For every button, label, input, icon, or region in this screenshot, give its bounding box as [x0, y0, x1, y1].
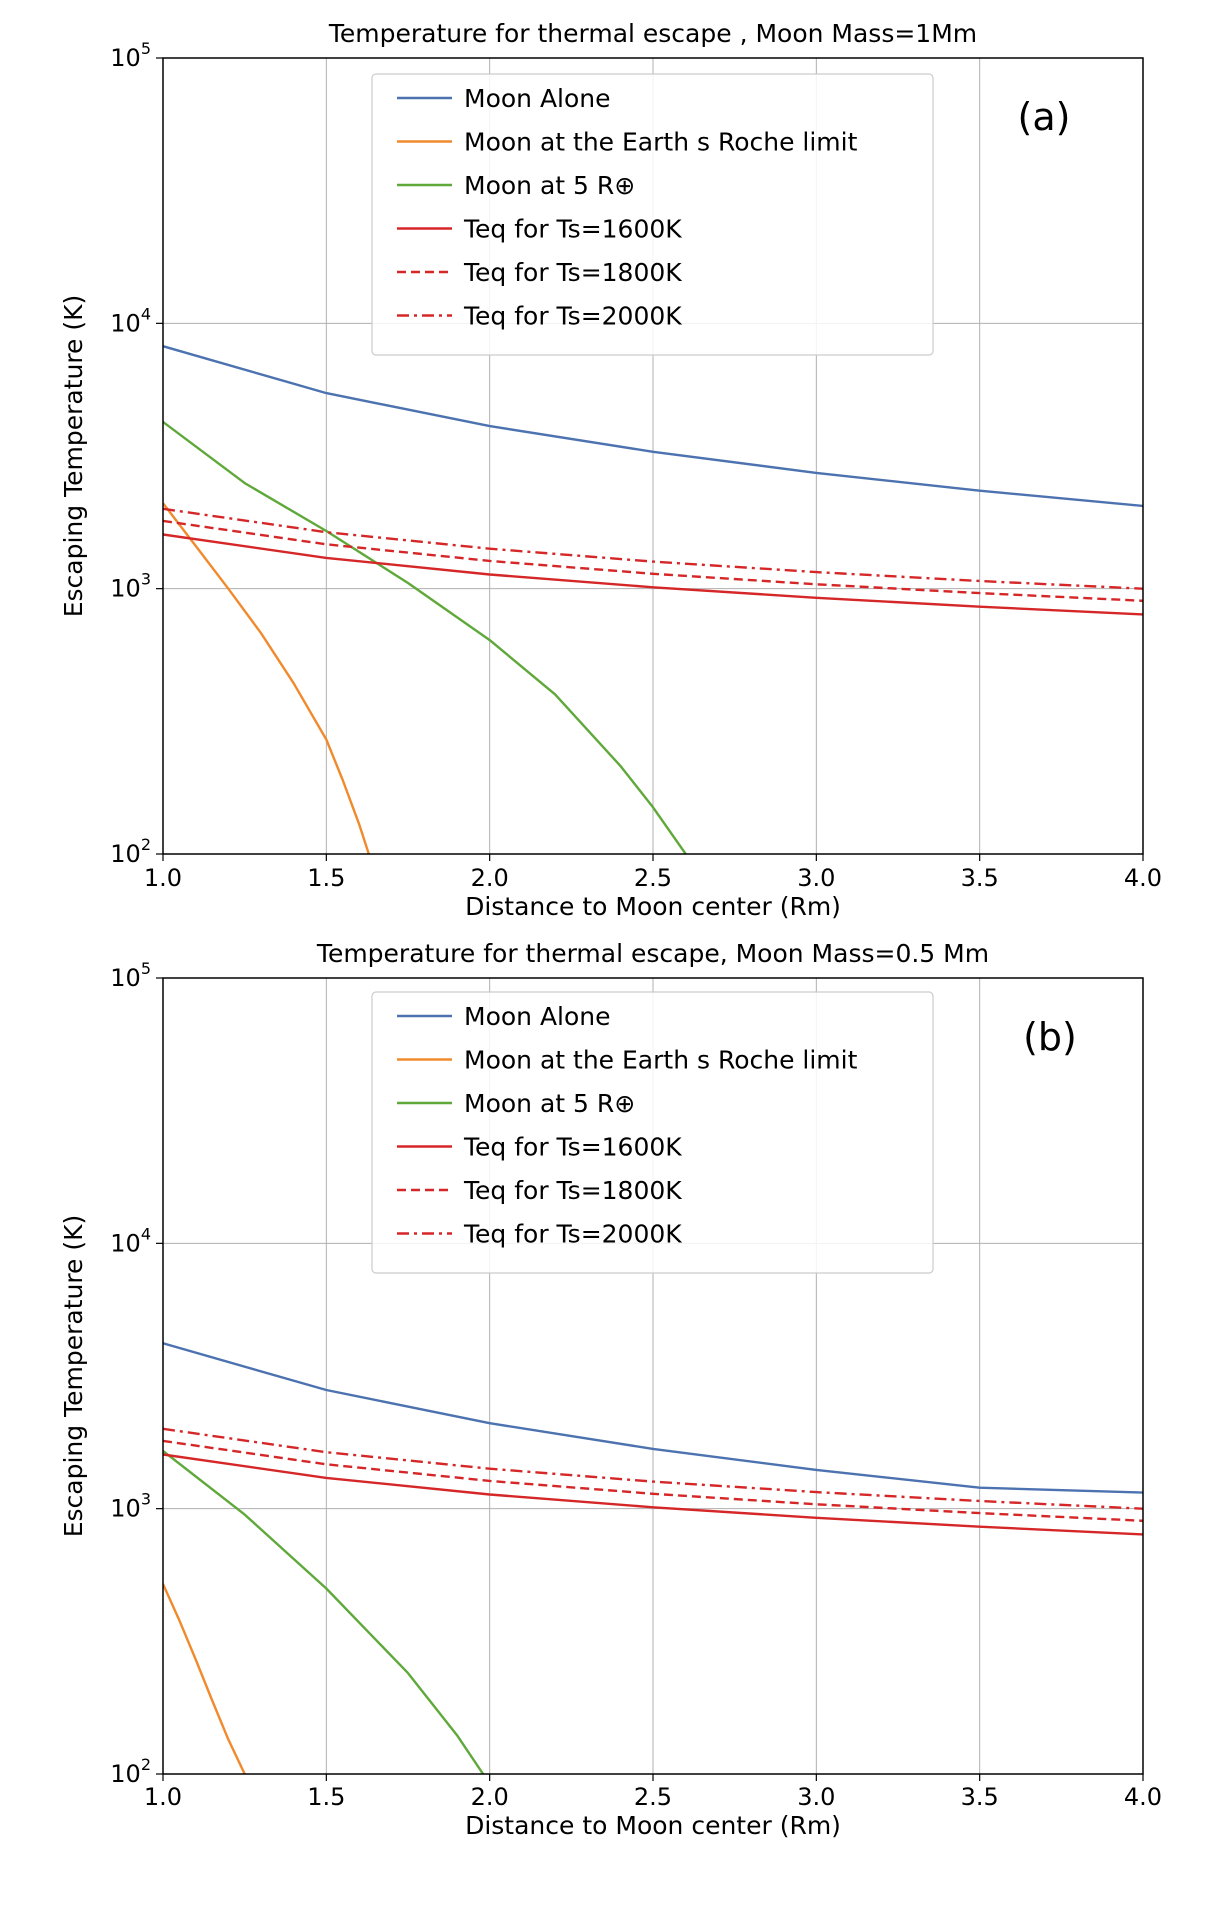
series-line-teq-for-ts-2000k [163, 1427, 1143, 1510]
series-line-moon-at-5-r- [163, 1450, 485, 1774]
y-tick-base: 10 [110, 1760, 141, 1788]
y-tick-base: 10 [110, 44, 141, 72]
y-tick-exponent: 2 [141, 1755, 151, 1774]
series-line-teq-for-ts-1600k [163, 533, 1143, 616]
chart-panel-b: 1.0 1.5 2.0 2.5 3.0 3.5 4.0102103104105Tempera… [59, 939, 1162, 1840]
series-group [163, 1342, 1143, 1774]
y-tick-exponent: 2 [141, 835, 151, 854]
legend-label: Teq for Ts=1800K [463, 1176, 682, 1205]
legend: Moon Alone Moon at the Earth s Roche limi… [371, 73, 934, 356]
chart-title: Temperature for thermal escape, Moon Mas… [316, 939, 989, 968]
legend-label: Teq for Ts=1600K [463, 215, 682, 244]
legend-box [371, 991, 934, 1274]
x-tick-label: 3.0 [797, 1783, 835, 1811]
y-tick-exponent: 4 [141, 1224, 151, 1243]
series-line-moon-alone [163, 1342, 1143, 1494]
y-tick-base: 10 [110, 964, 141, 992]
x-tick-label: 1.5 [307, 864, 345, 892]
legend-label: Moon at the Earth s Roche limit [464, 1046, 858, 1075]
y-tick-base: 10 [110, 1229, 141, 1257]
y-tick-label: 102 [110, 835, 151, 868]
y-tick-label: 103 [110, 570, 151, 603]
series-line-teq-for-ts-1600k [163, 1453, 1143, 1536]
y-axis-label: Escaping Temperature (K) [59, 1215, 88, 1538]
x-tick-label: 3.5 [961, 864, 999, 892]
y-tick-label: 102 [110, 1755, 151, 1788]
y-tick-label: 104 [110, 1224, 151, 1257]
series-line-moon-alone [163, 345, 1143, 508]
x-tick-label: 4.0 [1124, 1783, 1162, 1811]
x-tick-label: 1.0 [144, 864, 182, 892]
panel-label: (a) [1018, 95, 1071, 139]
y-tick-base: 10 [110, 309, 141, 337]
chart-panel-a: 1.0 1.5 2.0 2.5 3.0 3.5 4.0102103104105Tempera… [59, 19, 1162, 921]
legend-label: Teq for Ts=1600K [463, 1133, 682, 1162]
x-tick-label: 3.0 [797, 864, 835, 892]
series-line-moon-at-5-r- [163, 420, 687, 854]
y-tick-label: 103 [110, 1490, 151, 1523]
x-tick-label: 3.5 [961, 1783, 999, 1811]
y-tick-base: 10 [110, 575, 141, 603]
y-tick-base: 10 [110, 840, 141, 868]
x-tick-label: 2.0 [471, 864, 509, 892]
series-group [163, 345, 1143, 854]
x-tick-label: 4.0 [1124, 864, 1162, 892]
x-tick-label: 2.0 [471, 1783, 509, 1811]
series-line-teq-for-ts-2000k [163, 507, 1143, 590]
y-tick-exponent: 3 [141, 1490, 151, 1509]
legend-label: Teq for Ts=1800K [463, 258, 682, 287]
x-tick-label: 2.5 [634, 864, 672, 892]
series-line-teq-for-ts-1800k [163, 1439, 1143, 1522]
legend-label: Teq for Ts=2000K [463, 1220, 682, 1249]
series-line-teq-for-ts-1800k [163, 519, 1143, 602]
legend: Moon Alone Moon at the Earth s Roche limi… [371, 991, 934, 1274]
x-tick-label: 1.5 [307, 1783, 345, 1811]
panel-label: (b) [1023, 1015, 1077, 1059]
x-axis-label: Distance to Moon center (Rm) [465, 892, 841, 921]
y-axis-label: Escaping Temperature (K) [59, 295, 88, 618]
legend-box [371, 73, 934, 356]
legend-label: Moon Alone [464, 84, 611, 113]
x-tick-label: 1.0 [144, 1783, 182, 1811]
legend-label: Moon Alone [464, 1002, 611, 1031]
legend-label: Moon at the Earth s Roche limit [464, 128, 858, 157]
legend-label: Moon at 5 R⊕ [464, 1089, 635, 1118]
x-axis-label: Distance to Moon center (Rm) [465, 1811, 841, 1840]
chart-title: Temperature for thermal escape , Moon Ma… [328, 19, 977, 48]
y-tick-base: 10 [110, 1495, 141, 1523]
y-tick-label: 104 [110, 304, 151, 337]
x-tick-label: 2.5 [634, 1783, 672, 1811]
series-line-moon-at-the-earth-s-roche-limit [163, 502, 370, 854]
y-tick-exponent: 5 [141, 39, 151, 58]
legend-label: Teq for Ts=2000K [463, 302, 682, 331]
series-line-moon-at-the-earth-s-roche-limit [163, 1583, 246, 1774]
y-tick-exponent: 3 [141, 570, 151, 589]
y-tick-label: 105 [110, 959, 151, 992]
legend-label: Moon at 5 R⊕ [464, 171, 635, 200]
y-tick-label: 105 [110, 39, 151, 72]
y-tick-exponent: 4 [141, 304, 151, 323]
y-tick-exponent: 5 [141, 959, 151, 978]
